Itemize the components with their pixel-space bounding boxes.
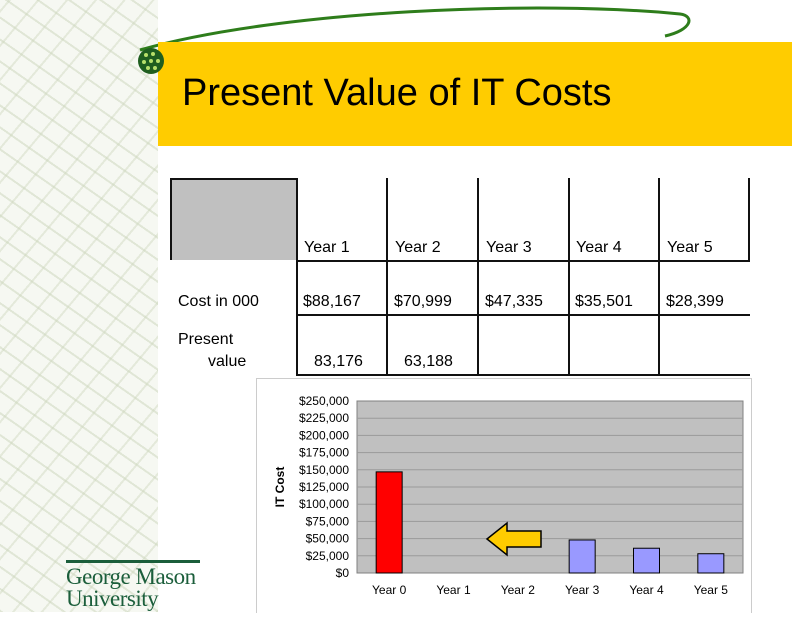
table-col-divider [568, 178, 570, 376]
y-tick-label: $200,000 [299, 428, 349, 442]
logo-line2: University [66, 586, 159, 611]
table-col-divider [477, 178, 479, 376]
y-axis-label: IT Cost [273, 467, 287, 508]
y-tick-label: $75,000 [306, 514, 350, 528]
left-arrow-icon [485, 521, 542, 557]
background-pattern [0, 0, 158, 612]
chart-bar [633, 547, 660, 574]
cost-table: Year 1 Year 2 Year 3 Year 4 Year 5 Cost … [170, 178, 750, 376]
y-tick-label: $125,000 [299, 480, 349, 494]
globe-icon [138, 48, 164, 74]
title-band [158, 42, 792, 146]
cost-value-year3: $47,335 [485, 293, 543, 310]
table-col-divider [658, 178, 660, 376]
y-tick-label: $0 [336, 566, 350, 580]
table-col-divider [296, 178, 298, 376]
x-tick-label: Year 4 [629, 583, 664, 597]
table-header-bg-first [170, 178, 296, 260]
table-header-year2: Year 2 [395, 239, 441, 256]
x-tick-label: Year 0 [372, 583, 407, 597]
table-left-border [170, 178, 172, 260]
table-row1-border [296, 314, 750, 316]
logo-rule [66, 560, 200, 563]
chart-bar [375, 471, 403, 574]
y-tick-label: $100,000 [299, 497, 349, 511]
slide-title: Present Value of IT Costs [182, 72, 612, 114]
chart-bar [697, 553, 725, 574]
y-tick-label: $175,000 [299, 446, 349, 460]
row-label-value: value [208, 353, 247, 370]
y-tick-label: $250,000 [299, 394, 349, 408]
y-tick-label: $225,000 [299, 411, 349, 425]
table-header-year3: Year 3 [486, 239, 532, 256]
x-tick-label: Year 3 [565, 583, 600, 597]
title-swoosh-decoration [139, 6, 691, 52]
cost-value-year5: $28,399 [666, 293, 724, 310]
table-header-year5: Year 5 [667, 239, 713, 256]
table-header-year1: Year 1 [304, 239, 350, 256]
y-tick-label: $150,000 [299, 463, 349, 477]
table-col-divider [386, 178, 388, 376]
cost-value-year2: $70,999 [394, 293, 452, 310]
y-tick-label: $50,000 [306, 532, 350, 546]
x-tick-label: Year 2 [501, 583, 536, 597]
logo-line1: George Mason [66, 564, 196, 589]
table-right-border [748, 178, 750, 260]
cost-value-year1: $88,167 [303, 293, 361, 310]
table-header-border [296, 260, 750, 262]
chart-svg: $0 $25,000 $50,000 $75,000 $100,000 $125,000 $… [273, 394, 744, 597]
table-header-year4: Year 4 [576, 239, 622, 256]
y-tick-label: $25,000 [306, 549, 350, 563]
pv-value-year1: 83,176 [314, 353, 363, 370]
pv-value-year2: 63,188 [404, 353, 453, 370]
table-bottom-border [296, 374, 750, 376]
it-cost-chart: $0 $25,000 $50,000 $75,000 $100,000 $125,000 $… [256, 378, 752, 613]
x-tick-label: Year 5 [694, 583, 729, 597]
row-label-present: Present [178, 331, 234, 348]
university-logo: George Mason University [66, 558, 196, 610]
cost-value-year4: $35,501 [575, 293, 633, 310]
chart-bar [568, 539, 596, 574]
x-tick-label: Year 1 [436, 583, 471, 597]
row-label-cost: Cost in 000 [178, 293, 259, 310]
